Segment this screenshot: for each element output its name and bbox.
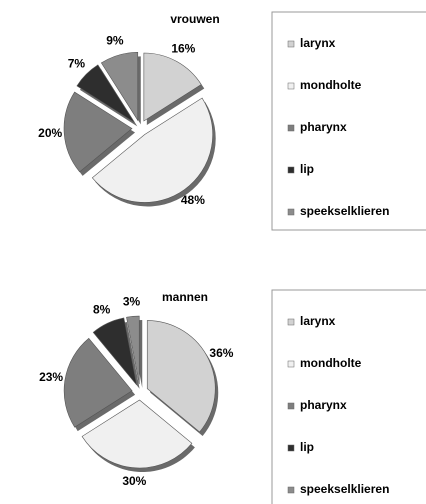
value-label: 7% <box>68 57 86 71</box>
legend-label: larynx <box>300 36 336 50</box>
slice <box>92 317 137 385</box>
legend-label: mondholte <box>300 78 362 92</box>
legend-swatch <box>287 486 295 494</box>
value-label: 48% <box>181 193 205 207</box>
pie-chart: vrouwen 16% 48% 20% 7% 9% larynx mondholte phary… <box>38 11 426 231</box>
legend-swatch <box>287 360 295 368</box>
slice <box>143 52 202 122</box>
value-label: 8% <box>93 303 111 317</box>
legend-swatch <box>287 208 295 216</box>
legend-swatch <box>287 40 295 48</box>
legend-swatch <box>287 402 295 410</box>
pie-chart: mannen 36% 30% 23% 8% 3% larynx mondholte pharyn… <box>39 289 426 504</box>
value-label: 9% <box>106 34 124 48</box>
value-label: 20% <box>38 126 62 140</box>
legend-swatch <box>287 124 295 132</box>
legend-swatch <box>287 82 295 90</box>
slice <box>76 64 135 123</box>
legend-swatch <box>287 318 295 326</box>
legend-label: mondholte <box>300 356 362 370</box>
slice <box>81 399 193 469</box>
legend-label: pharynx <box>300 120 347 134</box>
legend-box <box>271 289 426 504</box>
slice <box>126 315 140 385</box>
legend-label: lip <box>300 162 314 176</box>
value-label: 36% <box>209 346 233 360</box>
legend-label: larynx <box>300 314 336 328</box>
legend-box <box>271 11 426 231</box>
legend-label: speekselklieren <box>300 482 389 496</box>
legend-swatch <box>287 166 295 174</box>
value-label: 30% <box>122 474 146 488</box>
legend-label: lip <box>300 440 314 454</box>
value-label: 16% <box>171 41 195 55</box>
value-label: 23% <box>39 370 63 384</box>
chart-title: mannen <box>162 290 208 304</box>
slice <box>63 337 133 428</box>
legend-label: pharynx <box>300 398 347 412</box>
chart-title: vrouwen <box>170 12 219 26</box>
legend-label: speekselklieren <box>300 204 389 218</box>
legend-swatch <box>287 444 295 452</box>
value-label: 3% <box>123 295 141 309</box>
slice <box>100 52 139 122</box>
slice <box>91 97 213 203</box>
slice <box>146 320 216 433</box>
slice <box>63 91 133 173</box>
